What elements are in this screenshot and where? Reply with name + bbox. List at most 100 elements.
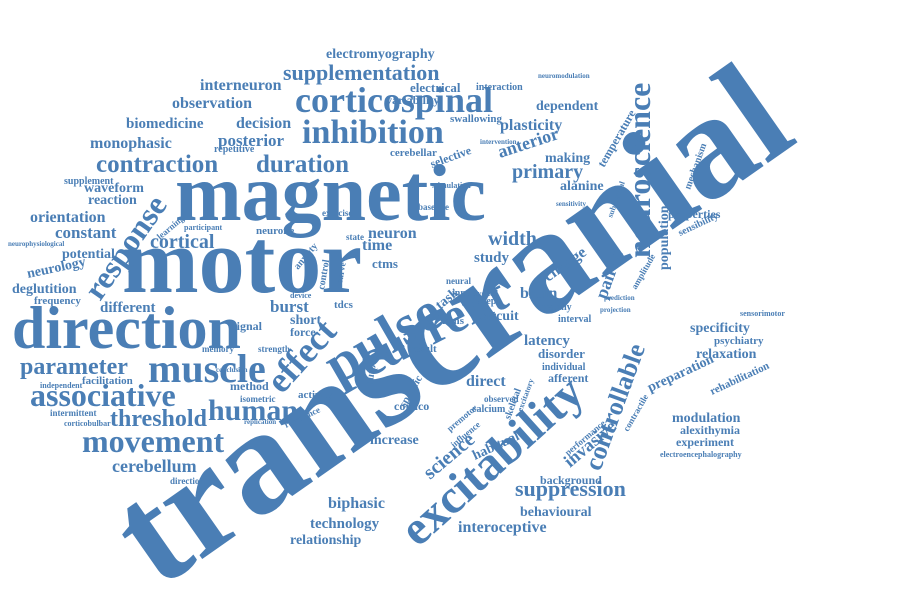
word-dependent: dependent xyxy=(536,99,599,114)
word-afferent: afferent xyxy=(548,371,588,385)
word-neuroscience: neuroscience xyxy=(621,83,657,258)
word-magnetic: magnetic xyxy=(175,150,486,238)
word-relationship: relationship xyxy=(290,533,362,548)
word-background: background xyxy=(540,473,602,487)
word-force: force xyxy=(290,325,316,339)
word-memory: memory xyxy=(202,344,234,354)
word-cerebellar: cerebellar xyxy=(390,147,437,159)
word-direction: direction xyxy=(12,295,241,361)
word-biphasic: biphasic xyxy=(328,495,385,512)
word-deglutition: deglutition xyxy=(12,282,77,297)
word-direct: direct xyxy=(466,373,506,390)
word-movement: movement xyxy=(82,423,225,459)
word-result: result xyxy=(410,343,437,355)
word-muscle: muscle xyxy=(148,346,266,391)
word-decision: decision xyxy=(236,115,291,132)
word-electromyography: electromyography xyxy=(326,47,435,62)
word-observed: observed xyxy=(484,394,519,404)
word-psychiatry: psychiatry xyxy=(714,335,764,347)
word-suppression: suppression xyxy=(515,476,626,501)
word-control: control xyxy=(316,258,332,290)
word-device: device xyxy=(290,291,312,300)
word-interneuron: interneuron xyxy=(200,77,282,94)
word-primary: primary xyxy=(512,161,583,183)
word-neurophysiological: neurophysiological xyxy=(8,240,64,248)
word-plasticity: plasticity xyxy=(500,117,562,134)
word-monophasic: monophasic xyxy=(90,135,172,152)
word-human: human xyxy=(208,394,298,427)
word-projection: projection xyxy=(600,306,631,314)
word-tdcs: tdcs xyxy=(334,299,354,311)
word-strength: strength xyxy=(258,344,290,354)
word-different: different xyxy=(100,300,156,316)
word-associative: associative xyxy=(30,377,176,413)
word-corticobulbar: corticobulbar xyxy=(64,419,111,428)
word-orientation: orientation xyxy=(30,209,106,226)
word-ctms: ctms xyxy=(372,256,398,271)
word-neural: neural xyxy=(446,276,472,286)
word-experiment: experiment xyxy=(676,435,734,449)
word-supplement: supplement xyxy=(64,176,114,187)
word-circuit: circuit xyxy=(480,309,519,324)
word-conclusion: conclusion xyxy=(216,366,248,374)
word-latency: latency xyxy=(524,333,570,349)
word-disorder: disorder xyxy=(538,346,585,361)
word-increase: increase xyxy=(370,433,419,448)
word-short: short xyxy=(290,313,321,328)
word-interoceptive: interoceptive xyxy=(458,519,547,536)
word-electrical: electrical xyxy=(410,80,461,95)
word-variability: variability xyxy=(386,93,439,107)
word-supplementation: supplementation xyxy=(283,60,439,85)
word-individual: individual xyxy=(542,362,586,373)
word-width: width xyxy=(488,228,537,250)
word-inhibition: inhibition xyxy=(302,114,444,151)
word-healthy: healthy xyxy=(540,302,572,313)
word-frequency: frequency xyxy=(34,295,81,307)
word-behavioural: behavioural xyxy=(520,505,592,520)
word-sensitivity: sensitivity xyxy=(556,200,586,208)
word-intermittent: intermittent xyxy=(50,408,96,418)
word-preparation: preparation xyxy=(645,352,716,396)
word-exercise: exercise xyxy=(322,208,352,218)
word-calcium: calcium xyxy=(472,404,506,415)
word-stimulation: stimulation xyxy=(432,181,471,190)
word-cerebellum: cerebellum xyxy=(112,456,197,476)
word-intervention: intervention xyxy=(480,138,517,146)
word-relaxation: relaxation xyxy=(696,347,757,362)
word-repetitive: repetitive xyxy=(214,144,255,155)
word-making: making xyxy=(545,151,590,166)
word-reaction: reaction xyxy=(88,193,137,208)
word-interval: interval xyxy=(558,314,592,325)
word-constant: constant xyxy=(55,223,117,242)
word-method: method xyxy=(230,379,269,393)
word-modulation: modulation xyxy=(672,411,741,426)
word-observation: observation xyxy=(172,95,252,112)
word-alanine: alanine xyxy=(560,179,604,194)
word-cortico: cortico xyxy=(394,399,429,413)
word-replication: replication xyxy=(244,418,276,426)
word-waveform: waveform xyxy=(84,181,144,196)
word-rtms: rtms xyxy=(442,315,465,327)
word-alexithymia: alexithymia xyxy=(680,423,740,437)
word-baseline: baseline xyxy=(418,202,449,212)
word-parameter: parameter xyxy=(20,354,128,380)
word-threshold: threshold xyxy=(110,406,208,432)
word-output: output xyxy=(363,353,380,386)
word-independent: independent xyxy=(40,381,83,390)
word-technology: technology xyxy=(310,516,380,532)
word-specificity: specificity xyxy=(690,321,750,336)
word-prediction: prediction xyxy=(604,294,635,302)
word-motor: motor xyxy=(122,210,362,312)
word-swallowing: swallowing xyxy=(450,113,502,125)
word-time: time xyxy=(362,237,392,254)
word-participant: participant xyxy=(184,223,223,232)
word-signal: signal xyxy=(232,319,263,333)
word-neurone: neurone xyxy=(256,225,294,237)
word-study: study xyxy=(474,250,510,266)
word-biomedicine: biomedicine xyxy=(126,116,204,132)
word-sensorimotor: sensorimotor xyxy=(740,309,785,318)
word-potential: potential xyxy=(62,247,115,262)
word-contraction: contraction xyxy=(96,151,218,178)
